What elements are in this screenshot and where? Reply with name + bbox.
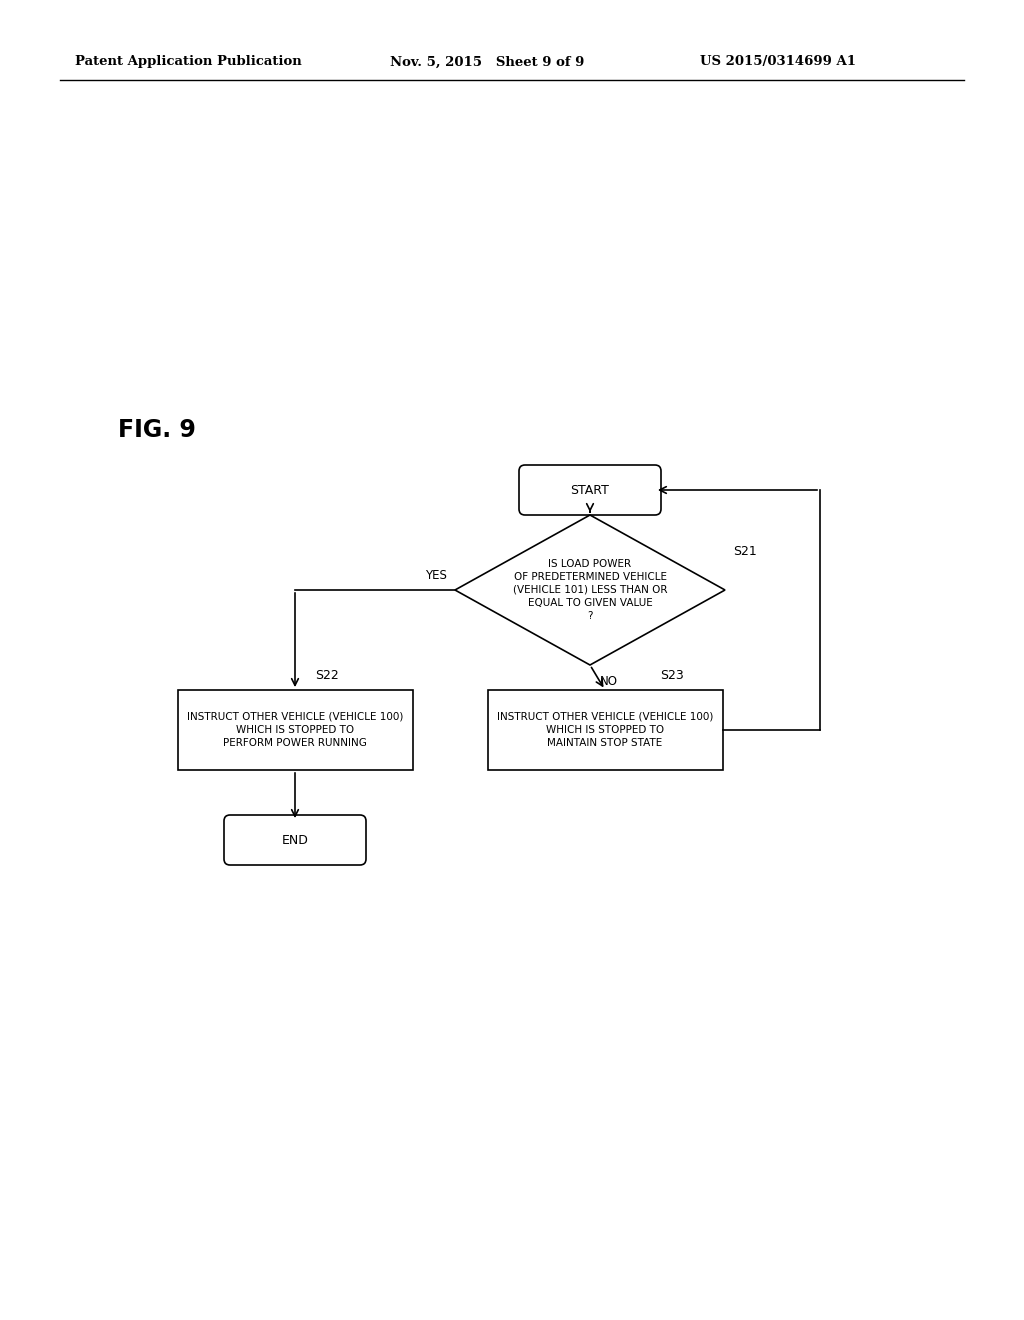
FancyBboxPatch shape: [224, 814, 366, 865]
Polygon shape: [455, 515, 725, 665]
Bar: [177, 690, 413, 770]
Text: YES: YES: [425, 569, 447, 582]
FancyBboxPatch shape: [519, 465, 662, 515]
Text: Nov. 5, 2015   Sheet 9 of 9: Nov. 5, 2015 Sheet 9 of 9: [390, 55, 585, 69]
Text: END: END: [282, 833, 308, 846]
Text: S22: S22: [315, 669, 339, 682]
Text: S21: S21: [733, 545, 757, 558]
Text: IS LOAD POWER
OF PREDETERMINED VEHICLE
(VEHICLE 101) LESS THAN OR
EQUAL TO GIVEN: IS LOAD POWER OF PREDETERMINED VEHICLE (…: [513, 558, 668, 622]
Text: US 2015/0314699 A1: US 2015/0314699 A1: [700, 55, 856, 69]
Text: FIG. 9: FIG. 9: [118, 418, 196, 442]
Text: NO: NO: [600, 675, 618, 688]
Text: S23: S23: [660, 669, 684, 682]
Text: START: START: [570, 483, 609, 496]
Text: INSTRUCT OTHER VEHICLE (VEHICLE 100)
WHICH IS STOPPED TO
PERFORM POWER RUNNING: INSTRUCT OTHER VEHICLE (VEHICLE 100) WHI…: [186, 711, 403, 748]
Text: INSTRUCT OTHER VEHICLE (VEHICLE 100)
WHICH IS STOPPED TO
MAINTAIN STOP STATE: INSTRUCT OTHER VEHICLE (VEHICLE 100) WHI…: [497, 711, 713, 748]
Text: Patent Application Publication: Patent Application Publication: [75, 55, 302, 69]
Bar: [487, 690, 723, 770]
